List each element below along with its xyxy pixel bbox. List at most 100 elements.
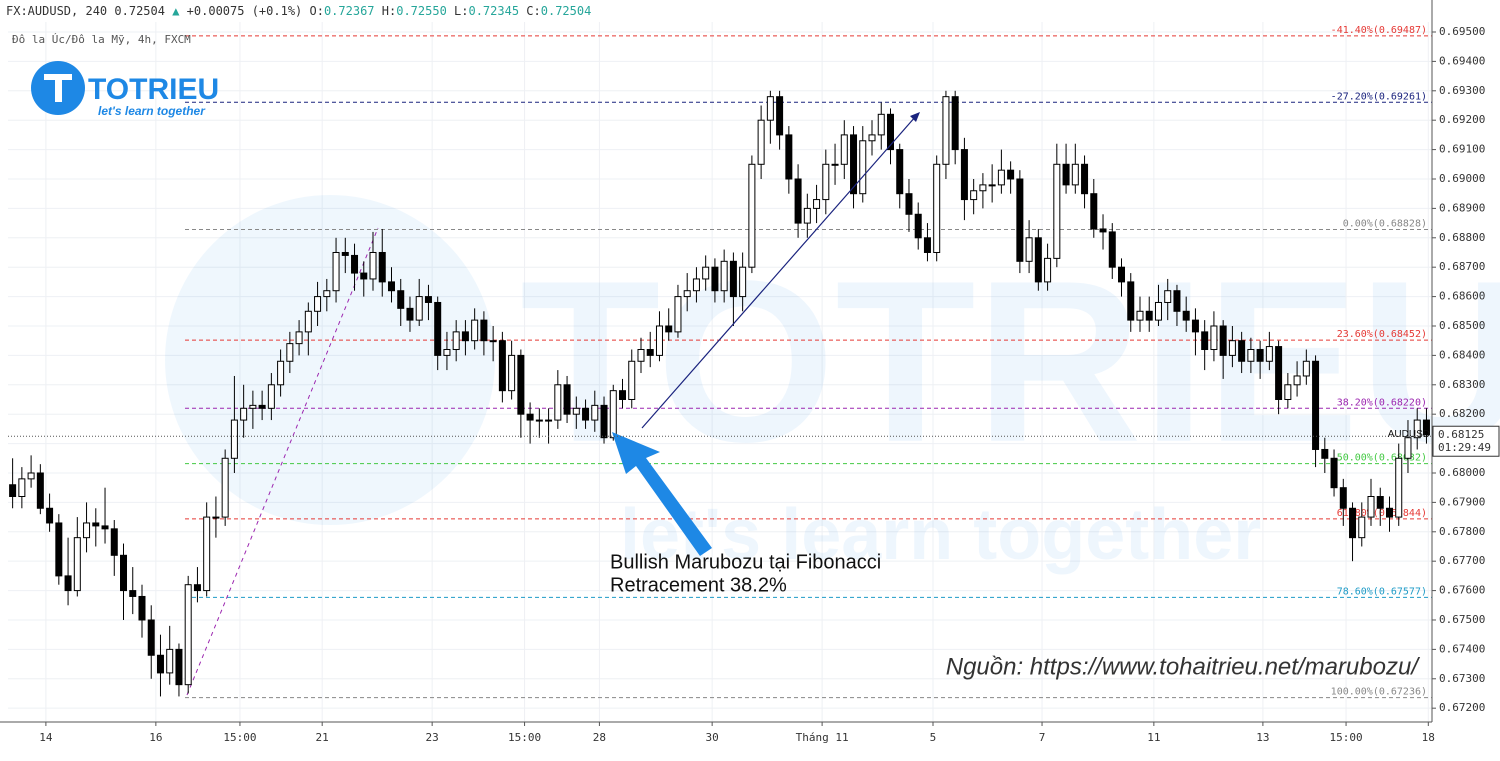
x-tick-label: 30 <box>706 731 719 744</box>
x-tick-label: 11 <box>1147 731 1160 744</box>
candle-body <box>1422 419 1430 436</box>
candle-body <box>1154 301 1162 321</box>
candle-body <box>776 96 784 136</box>
candle-body <box>1182 310 1190 321</box>
x-tick-label: Tháng 11 <box>796 731 849 744</box>
change: +0.00075 (+0.1%) <box>187 4 303 18</box>
candle-body <box>951 96 959 151</box>
candle-body <box>424 296 432 303</box>
candle-body <box>1302 360 1310 377</box>
candle-body <box>1376 496 1384 509</box>
candle-body <box>1312 360 1320 450</box>
candle-body <box>9 484 17 498</box>
candle-body <box>1284 384 1292 400</box>
y-tick-label: 0.67500 <box>1439 613 1485 626</box>
candle-body <box>480 319 488 342</box>
candle-body <box>979 184 987 192</box>
candle-body <box>360 272 368 280</box>
candle-body <box>101 525 109 530</box>
candle-body <box>822 163 830 201</box>
x-tick-label: 15:00 <box>1329 731 1362 744</box>
candle-body <box>267 384 275 409</box>
candle-body <box>1395 457 1403 518</box>
candle-body <box>147 619 155 656</box>
low: 0.72345 <box>468 4 519 18</box>
candle-body <box>286 343 294 362</box>
candle-body <box>1191 319 1199 333</box>
candle-body <box>406 307 414 321</box>
annotation: Bullish Marubozu tại Fibonacci <box>610 551 881 573</box>
candle-body <box>831 163 839 166</box>
candle-body <box>461 331 469 342</box>
candle-body <box>813 199 821 209</box>
candle-body <box>1367 496 1375 518</box>
candle-body <box>563 384 571 415</box>
candle-body <box>933 163 941 253</box>
x-tick-label: 16 <box>149 731 162 744</box>
candle-body <box>156 654 164 674</box>
y-tick-label: 0.69000 <box>1439 172 1485 185</box>
candle-body <box>683 290 691 298</box>
candle-body <box>554 384 562 421</box>
candle-body <box>1201 331 1209 351</box>
close: 0.72504 <box>541 4 592 18</box>
candle-body <box>535 419 543 422</box>
candles <box>9 90 1430 697</box>
callout-arrow <box>612 432 712 556</box>
x-tick-label: 15:00 <box>508 731 541 744</box>
candle-body <box>378 251 386 283</box>
candle-body <box>277 360 285 386</box>
candle-body <box>120 554 128 592</box>
candle-body <box>1210 325 1218 351</box>
candle-body <box>859 140 867 195</box>
candle-body <box>591 404 599 421</box>
y-tick-label: 0.68700 <box>1439 260 1485 273</box>
candle-body <box>840 134 848 165</box>
candle-body <box>545 419 553 422</box>
y-tick-label: 0.69200 <box>1439 113 1485 126</box>
candle-body <box>960 149 968 201</box>
h-label: H: <box>382 4 396 18</box>
header: FX:AUDUSD, 240 0.72504 ▲ +0.00075 (+0.1%… <box>6 4 591 18</box>
candle-body <box>212 516 220 519</box>
candle-body <box>64 575 72 592</box>
last-price-value: 0.68125 <box>1438 428 1484 441</box>
last: 0.72504 <box>114 4 165 18</box>
last-price-box <box>1432 425 1500 457</box>
candle-body <box>785 134 793 180</box>
x-tick-label: 5 <box>930 731 937 744</box>
logo-t-stem <box>55 74 62 102</box>
fib-label: 0.00%(0.68828) <box>1343 219 1427 230</box>
candle-body <box>1228 340 1236 356</box>
candle-body <box>914 213 922 239</box>
candle-body <box>184 584 192 686</box>
x-tick-label: 28 <box>593 731 606 744</box>
y-tick-label: 0.68200 <box>1439 407 1485 420</box>
watermark-tagline: let's learn together <box>620 495 1261 575</box>
y-tick-label: 0.68500 <box>1439 319 1485 332</box>
open: 0.72367 <box>324 4 375 18</box>
candle-body <box>295 331 303 345</box>
y-tick-label: 0.68000 <box>1439 466 1485 479</box>
watermark: TOTRIEU let's learn together <box>165 195 1500 575</box>
candle-body <box>498 340 506 392</box>
candle-body <box>508 354 516 392</box>
fib-label: -41.40%(0.69487) <box>1331 25 1427 36</box>
candle-body <box>1053 163 1061 259</box>
candle-body <box>720 260 728 292</box>
candle-body <box>1081 163 1089 195</box>
fib-label: 38.20%(0.68220) <box>1337 397 1427 408</box>
fib-label: 78.60%(0.67577) <box>1337 586 1427 597</box>
candle-body <box>868 134 876 142</box>
candle-body <box>221 457 229 518</box>
candle-body <box>1321 448 1329 459</box>
candle-body <box>1238 340 1246 362</box>
fib-label: 100.00%(0.67236) <box>1331 687 1427 698</box>
candle-body <box>341 251 349 256</box>
y-tick-label: 0.69500 <box>1439 25 1485 38</box>
candle-body <box>193 584 201 592</box>
y-tick-label: 0.69300 <box>1439 84 1485 97</box>
o-label: O: <box>310 4 324 18</box>
candle-body <box>92 522 100 527</box>
